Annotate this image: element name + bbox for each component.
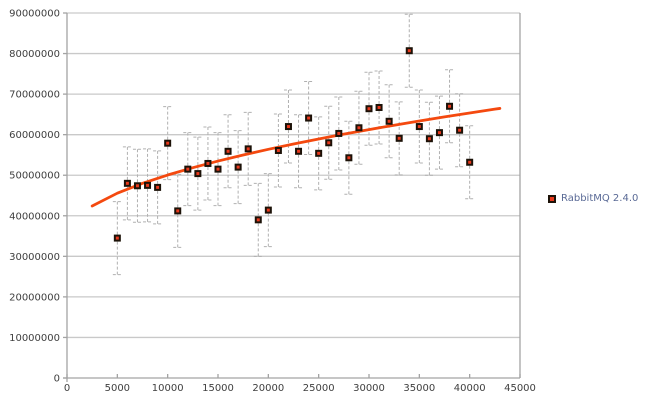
data-point-marker	[415, 123, 423, 131]
y-tick-label: 80000000	[9, 49, 60, 60]
data-point-marker	[194, 170, 202, 178]
trend-line	[90, 107, 502, 208]
y-tick-label: 50000000	[9, 171, 60, 182]
data-point-marker	[244, 145, 252, 153]
data-point-marker	[254, 216, 262, 224]
axes	[63, 13, 521, 382]
gridlines	[67, 12, 520, 339]
data-point-marker	[184, 165, 192, 173]
y-tick-label: 90000000	[9, 9, 60, 20]
data-point-marker	[365, 105, 373, 113]
data-point-marker	[315, 149, 323, 157]
x-tick-label: 0	[64, 383, 70, 394]
data-point-marker	[264, 206, 272, 214]
data-point-marker	[385, 117, 393, 125]
y-axis-labels: 0 10000000 20000000 30000000 40000000 5000000…	[9, 9, 60, 385]
data-point-marker	[295, 147, 303, 155]
y-tick-label: 0	[54, 374, 60, 385]
y-tick-label: 70000000	[9, 90, 60, 101]
y-tick-label: 20000000	[9, 292, 60, 303]
data-point-marker	[425, 135, 433, 143]
data-point-marker	[375, 103, 383, 111]
x-tick-label: 25000	[303, 383, 335, 394]
series-marker-icon	[548, 195, 556, 203]
y-tick-label: 30000000	[9, 252, 60, 263]
y-tick-label: 10000000	[9, 333, 60, 344]
x-tick-label: 45000	[504, 383, 536, 394]
data-point-marker	[466, 158, 474, 166]
data-point-marker	[345, 154, 353, 162]
data-point-marker	[224, 147, 232, 155]
data-point-marker	[355, 124, 363, 132]
data-point-marker	[113, 234, 121, 242]
data-point-marker	[154, 183, 162, 191]
legend[interactable]: RabbitMQ 2.4.0	[548, 192, 638, 206]
data-points	[113, 47, 474, 242]
y-tick-label: 60000000	[9, 130, 60, 141]
data-point-marker	[174, 207, 182, 215]
data-point-marker	[123, 179, 131, 187]
x-axis-labels: 0 5000 10000 15000 20000 25000 30000 35000 40000…	[64, 383, 536, 394]
data-point-marker	[456, 126, 464, 134]
data-point-marker	[305, 114, 313, 122]
data-point-marker	[284, 123, 292, 131]
data-point-marker	[274, 146, 282, 154]
y-tick-label: 40000000	[9, 211, 60, 222]
x-tick-label: 20000	[252, 383, 284, 394]
data-point-marker	[204, 159, 212, 167]
x-tick-label: 35000	[403, 383, 435, 394]
data-point-marker	[214, 165, 222, 173]
x-tick-label: 15000	[202, 383, 234, 394]
data-point-marker	[446, 102, 454, 110]
data-point-marker	[234, 163, 242, 171]
axis-ticks	[63, 12, 521, 379]
data-point-marker	[133, 182, 141, 190]
data-point-marker	[164, 139, 172, 147]
data-point-marker	[435, 129, 443, 137]
data-point-marker	[405, 47, 413, 55]
x-tick-label: 5000	[105, 383, 130, 394]
x-tick-label: 40000	[454, 383, 486, 394]
data-point-marker	[395, 134, 403, 142]
x-tick-label: 30000	[353, 383, 385, 394]
series-label: RabbitMQ 2.4.0	[561, 193, 639, 204]
x-tick-label: 10000	[152, 383, 184, 394]
data-point-marker	[325, 139, 333, 147]
data-point-marker	[144, 181, 152, 189]
data-point-marker	[335, 129, 343, 137]
